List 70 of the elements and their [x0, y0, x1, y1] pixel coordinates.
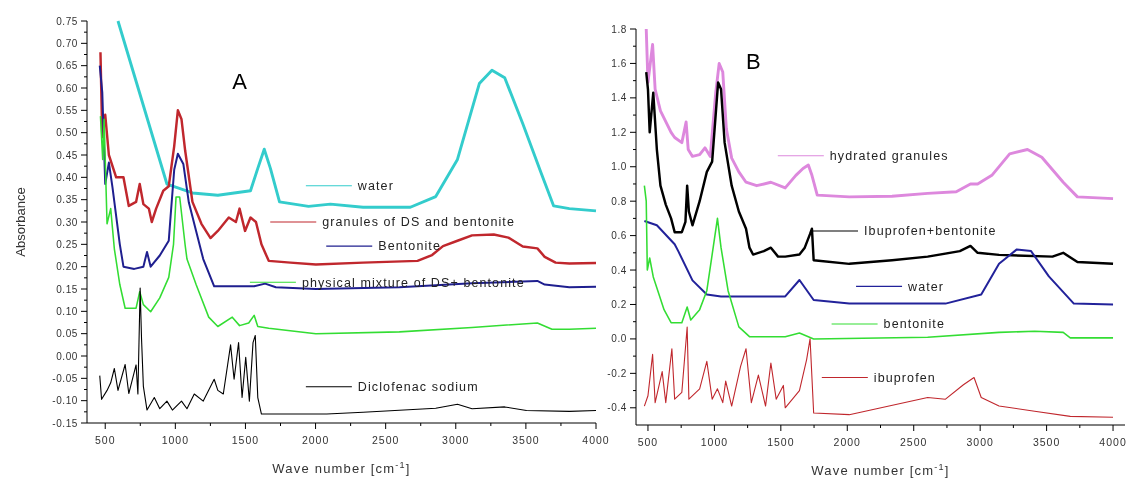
x-tick-label: 3500: [1032, 436, 1061, 448]
line-series: [98, 64, 597, 290]
y-tick-label: 0.25: [56, 238, 78, 250]
y-tick-label: -0.15: [52, 417, 78, 429]
y-tick-label: 0.00: [56, 350, 78, 362]
y-tick-label: 1.8: [611, 23, 627, 35]
y-tick-label: 0.20: [56, 261, 78, 273]
y-tick-label: 1.2: [611, 126, 627, 138]
x-tick-label: 3500: [512, 434, 540, 446]
x-tick-label: 2000: [833, 436, 861, 448]
y-tick-label: 0.65: [56, 60, 78, 72]
y-tick-label: 0.10: [56, 305, 78, 317]
x-tick-label: 4000: [582, 434, 610, 446]
line-series: [116, 19, 598, 213]
x-tick-label: 3000: [966, 436, 994, 448]
y-tick-label: -0.4: [607, 402, 627, 414]
y-tick-label: 0.60: [56, 82, 78, 94]
line-series: [645, 70, 1115, 266]
y-tick-label: 0.8: [611, 195, 627, 207]
line-series: [643, 326, 1114, 418]
y-tick-label: 1.6: [611, 57, 627, 69]
line-series: [99, 51, 598, 266]
x-tick-label: 4000: [1099, 436, 1127, 448]
x-tick-label: 1500: [767, 436, 795, 448]
y-tick-label: 0.15: [56, 283, 78, 295]
y-tick-label: 0.05: [56, 328, 78, 340]
x-tick-label: 1000: [161, 434, 190, 446]
y-tick-label: -0.05: [52, 372, 78, 384]
y-tick-label: 0.45: [56, 149, 78, 161]
legend-label: granules of DS and bentonite: [322, 215, 515, 230]
y-tick-label: 0.75: [56, 15, 78, 27]
legend-label: water: [356, 179, 394, 194]
y-tick-label: 0.30: [56, 216, 78, 228]
x-tick-label: 3000: [442, 434, 470, 446]
y-tick-label: 0.50: [56, 127, 78, 139]
y-tick-label: 0.35: [56, 194, 78, 206]
y-tick-label: 0.55: [56, 104, 78, 116]
x-tick-label: 2500: [900, 436, 928, 448]
y-tick-label: 1.0: [611, 161, 627, 173]
y-tick-label: 0.4: [611, 264, 627, 276]
line-series: [643, 219, 1115, 306]
y-tick-label: 1.4: [611, 92, 627, 104]
y-tick-label: 0.70: [56, 37, 78, 49]
y-axis-title: Absorbance: [13, 187, 28, 257]
line-series: [643, 184, 1114, 340]
legend-label: bentonite: [883, 317, 945, 332]
y-tick-label: 0.40: [56, 171, 78, 183]
text: A: [232, 69, 248, 95]
y-tick-label: -0.2: [607, 367, 627, 379]
legend-label: hydrated granules: [829, 149, 949, 164]
y-tick-label: -0.10: [52, 395, 78, 407]
legend-label: Ibuprofen+bentonite: [864, 224, 997, 239]
line-series: [99, 115, 597, 335]
line-series: [644, 27, 1115, 201]
x-axis-title: Wave number [cm$^{-1}$]: [272, 460, 411, 476]
x-tick-label: 1500: [231, 434, 260, 446]
y-tick-label: 0.6: [611, 230, 627, 242]
x-axis-title: Wave number [cm$^{-1}$]: [811, 462, 950, 478]
x-tick-label: 500: [637, 436, 659, 448]
legend-label: Bentonite: [378, 239, 441, 254]
legend-label: ibuprofen: [873, 370, 936, 385]
legend-label: Diclofenac sodium: [357, 380, 479, 395]
x-tick-label: 1000: [700, 436, 729, 448]
x-tick-label: 500: [94, 434, 116, 446]
y-tick-label: 0.0: [611, 333, 627, 345]
text: B: [746, 48, 761, 74]
x-tick-label: 2000: [301, 434, 330, 446]
legend-label: water: [907, 279, 945, 294]
y-tick-label: 0.2: [611, 298, 627, 310]
x-tick-label: 2500: [371, 434, 400, 446]
